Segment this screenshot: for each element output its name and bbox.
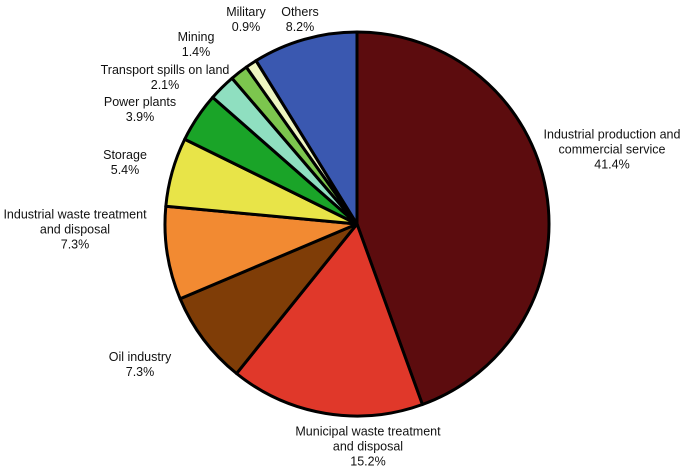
slice-label: Mining 1.4%	[86, 30, 306, 60]
category-name: Others	[281, 5, 319, 19]
value-label: 15.2%	[350, 454, 386, 469]
category-name: Storage	[103, 148, 147, 162]
pie-slice	[178, 222, 359, 376]
category-name: Municipal waste treatment and disposal	[295, 424, 441, 454]
slice-label: Others 8.2%	[190, 5, 410, 35]
category-name: Industrial waste treatment and disposal	[3, 207, 147, 237]
pie-slice	[163, 204, 359, 301]
slice-label: Transport spills on land 2.1%	[55, 63, 275, 93]
value-label: 8.2%	[285, 20, 315, 34]
slice-label: Industrial production and commercial ser…	[502, 128, 685, 173]
pie-slice	[235, 222, 424, 418]
value-label: 5.4%	[110, 163, 140, 177]
category-name: Oil industry	[108, 350, 172, 364]
category-name: Military	[226, 5, 266, 19]
pie-slice	[254, 30, 359, 226]
value-label: 3.9%	[125, 110, 155, 124]
value-label: 41.4%	[594, 157, 630, 172]
pie-slice	[355, 30, 551, 407]
slice-label: Military 0.9%	[136, 5, 356, 35]
value-label: 0.9%	[231, 20, 261, 34]
slice-label: Oil industry 7.3%	[30, 350, 250, 380]
value-label: 2.1%	[150, 78, 180, 92]
slice-label: Storage 5.4%	[15, 148, 235, 178]
slice-label: Municipal waste treatment and disposal 15…	[258, 425, 478, 470]
slice-label: Power plants 3.9%	[30, 95, 250, 125]
category-name: Power plants	[103, 95, 177, 109]
category-name: Industrial production and commercial ser…	[543, 127, 681, 157]
slice-label: Industrial waste treatment and disposal 7…	[0, 208, 185, 253]
value-label: 1.4%	[181, 45, 211, 59]
category-name: Mining	[177, 30, 215, 44]
value-label: 7.3%	[125, 365, 155, 379]
value-label: 7.3%	[60, 237, 90, 252]
category-name: Transport spills on land	[100, 63, 230, 77]
